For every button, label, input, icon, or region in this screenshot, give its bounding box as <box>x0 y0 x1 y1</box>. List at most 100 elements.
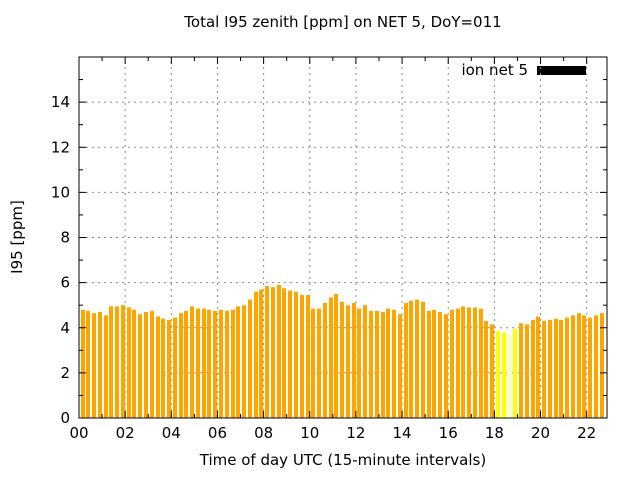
bar-11:00 <box>334 293 338 418</box>
bar-03:45 <box>167 319 171 418</box>
bar-01:45 <box>121 305 125 418</box>
bar-18:45 <box>513 328 517 418</box>
bar-01:15 <box>109 306 113 418</box>
bar-17:45 <box>490 324 494 418</box>
legend-label: ion net 5 <box>461 61 528 79</box>
bar-15:00 <box>427 310 431 418</box>
bar-16:15 <box>456 308 460 418</box>
bar-02:45 <box>144 311 148 418</box>
bar-22:30 <box>600 313 604 418</box>
bar-06:45 <box>236 306 240 418</box>
bar-17:00 <box>473 307 477 418</box>
bar-06:00 <box>219 309 223 418</box>
bar-19:45 <box>536 316 540 418</box>
bar-10:00 <box>311 308 315 418</box>
y-tick-label-14: 14 <box>51 93 70 111</box>
bar-14:15 <box>409 300 413 418</box>
bar-02:30 <box>138 314 142 418</box>
x-tick-label-16: 16 <box>439 424 458 442</box>
bar-16:00 <box>450 309 454 418</box>
bar-00:15 <box>86 310 90 418</box>
bar-20:45 <box>559 319 563 418</box>
bar-15:30 <box>438 311 442 418</box>
bar-22:00 <box>588 317 592 418</box>
bar-07:15 <box>248 299 252 418</box>
x-axis-label: Time of day UTC (15-minute intervals) <box>199 451 487 469</box>
bar-19:30 <box>531 319 535 418</box>
bar-21:00 <box>565 317 569 418</box>
x-tick-label-14: 14 <box>393 424 412 442</box>
bar-09:15 <box>294 291 298 418</box>
bar-04:00 <box>173 317 177 418</box>
bar-18:15 <box>502 332 506 418</box>
bar-19:00 <box>519 323 523 418</box>
x-tick-label-20: 20 <box>531 424 550 442</box>
x-tick-label-12: 12 <box>346 424 365 442</box>
bar-13:15 <box>386 308 390 418</box>
bar-13:30 <box>392 309 396 418</box>
bar-10:45 <box>329 297 333 418</box>
bar-12:30 <box>369 310 373 418</box>
y-tick-label-10: 10 <box>51 183 70 201</box>
bar-12:45 <box>375 310 379 418</box>
x-tick-label-02: 02 <box>116 424 135 442</box>
bar-11:45 <box>352 302 356 418</box>
y-tick-label-6: 6 <box>60 274 70 292</box>
bar-14:30 <box>415 299 419 418</box>
x-tick-label-10: 10 <box>300 424 319 442</box>
bar-17:15 <box>479 308 483 418</box>
bar-20:30 <box>554 318 558 418</box>
bar-04:15 <box>179 313 183 418</box>
chart-title: Total I95 zenith [ppm] on NET 5, DoY=011 <box>184 13 502 31</box>
bar-14:00 <box>404 302 408 418</box>
bar-10:30 <box>323 302 327 418</box>
legend-swatch <box>537 66 586 75</box>
y-tick-label-8: 8 <box>60 229 70 247</box>
bar-12:15 <box>363 305 367 418</box>
x-tick-label-06: 06 <box>208 424 227 442</box>
bar-04:45 <box>190 306 194 418</box>
bar-00:45 <box>98 311 102 418</box>
bar-05:00 <box>196 308 200 418</box>
bar-06:15 <box>225 310 229 418</box>
bar-19:15 <box>525 324 529 418</box>
bar-13:00 <box>381 311 385 418</box>
bar-11:30 <box>346 305 350 418</box>
bar-20:00 <box>542 320 546 418</box>
bar-04:30 <box>184 310 188 418</box>
bar-09:45 <box>306 295 310 418</box>
bar-08:45 <box>282 288 286 418</box>
bar-09:30 <box>300 295 304 418</box>
bar-06:30 <box>231 309 235 418</box>
bar-07:00 <box>242 305 246 418</box>
y-tick-label-2: 2 <box>60 364 70 382</box>
bar-09:00 <box>288 290 292 418</box>
bar-15:15 <box>432 309 436 418</box>
x-tick-label-18: 18 <box>485 424 504 442</box>
bar-08:30 <box>277 284 281 418</box>
y-tick-label-4: 4 <box>60 319 70 337</box>
x-tick-label-00: 00 <box>69 424 88 442</box>
bar-18:30 <box>507 334 511 418</box>
bar-17:30 <box>484 320 488 418</box>
bar-22:15 <box>594 315 598 418</box>
bar-18:00 <box>496 331 500 418</box>
x-tick-label-08: 08 <box>254 424 273 442</box>
bar-16:30 <box>461 306 465 418</box>
bar-01:30 <box>115 306 119 418</box>
bar-08:15 <box>271 287 275 418</box>
bar-02:15 <box>132 309 136 418</box>
bar-02:00 <box>127 307 131 418</box>
bar-03:00 <box>150 310 154 418</box>
bar-05:15 <box>202 308 206 418</box>
y-tick-label-0: 0 <box>60 409 70 427</box>
bar-13:45 <box>398 314 402 418</box>
bar-21:15 <box>571 315 575 418</box>
bar-00:30 <box>92 313 96 418</box>
y-tick-label-12: 12 <box>51 138 70 156</box>
x-tick-label-22: 22 <box>577 424 596 442</box>
bar-03:15 <box>156 316 160 418</box>
bar-15:45 <box>444 314 448 418</box>
